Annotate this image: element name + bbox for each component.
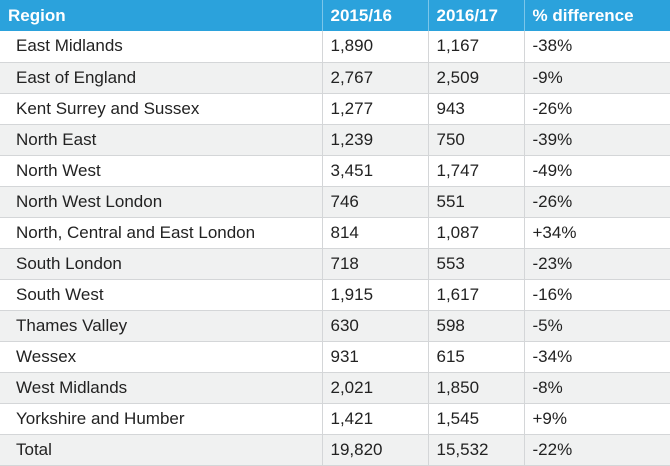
table-row: North, Central and East London 814 1,087 +3…: [0, 217, 670, 249]
cell-percent-difference: -34%: [523, 341, 670, 373]
cell-2016-17: 750: [427, 124, 524, 156]
cell-region: North East: [0, 124, 322, 156]
table-row: North West London 746 551 -26%: [0, 186, 670, 218]
cell-region: South West: [0, 279, 322, 311]
cell-percent-difference: -16%: [523, 279, 670, 311]
cell-2016-17: 1,850: [427, 372, 524, 404]
cell-2015-16: 19,820: [321, 434, 428, 466]
cell-percent-difference: +9%: [523, 403, 670, 435]
table-row: Yorkshire and Humber 1,421 1,545 +9%: [0, 403, 670, 435]
cell-2015-16: 2,021: [321, 372, 428, 404]
cell-region: East of England: [0, 62, 322, 94]
cell-2015-16: 1,890: [321, 31, 428, 63]
cell-2016-17: 553: [427, 248, 524, 280]
header-percent-difference: % difference: [523, 0, 670, 31]
cell-percent-difference: -26%: [523, 186, 670, 218]
table-row: North East 1,239 750 -39%: [0, 124, 670, 156]
table-row: East Midlands 1,890 1,167 -38%: [0, 31, 670, 63]
cell-percent-difference: -5%: [523, 310, 670, 342]
table-row-total: Total 19,820 15,532 -22%: [0, 434, 670, 466]
cell-region: Wessex: [0, 341, 322, 373]
header-2015-16: 2015/16: [321, 0, 428, 31]
cell-2015-16: 718: [321, 248, 428, 280]
cell-2015-16: 630: [321, 310, 428, 342]
table-row: Kent Surrey and Sussex 1,277 943 -26%: [0, 93, 670, 125]
cell-region: Kent Surrey and Sussex: [0, 93, 322, 125]
cell-2016-17: 2,509: [427, 62, 524, 94]
cell-2016-17: 1,087: [427, 217, 524, 249]
cell-region: South London: [0, 248, 322, 280]
cell-region: Yorkshire and Humber: [0, 403, 322, 435]
cell-2016-17: 598: [427, 310, 524, 342]
header-2016-17: 2016/17: [427, 0, 524, 31]
cell-2015-16: 931: [321, 341, 428, 373]
header-row: Region 2015/16 2016/17 % difference: [0, 0, 670, 31]
cell-percent-difference: -39%: [523, 124, 670, 156]
cell-region: Total: [0, 434, 322, 466]
cell-region: East Midlands: [0, 31, 322, 63]
table-row: South London 718 553 -23%: [0, 248, 670, 280]
cell-percent-difference: -8%: [523, 372, 670, 404]
cell-percent-difference: -49%: [523, 155, 670, 187]
cell-2016-17: 1,747: [427, 155, 524, 187]
cell-2015-16: 1,277: [321, 93, 428, 125]
cell-2016-17: 1,617: [427, 279, 524, 311]
cell-percent-difference: -22%: [523, 434, 670, 466]
header-region: Region: [8, 6, 66, 25]
cell-region: North West London: [0, 186, 322, 218]
cell-2015-16: 1,239: [321, 124, 428, 156]
cell-2015-16: 2,767: [321, 62, 428, 94]
cell-2016-17: 943: [427, 93, 524, 125]
table-header: Region 2015/16 2016/17 % difference: [0, 0, 670, 31]
cell-region: North West: [0, 155, 322, 187]
cell-2015-16: 1,915: [321, 279, 428, 311]
cell-2015-16: 3,451: [321, 155, 428, 187]
cell-percent-difference: +34%: [523, 217, 670, 249]
table-body: East Midlands 1,890 1,167 -38% East of Engla…: [0, 31, 670, 466]
cell-2015-16: 814: [321, 217, 428, 249]
cell-2016-17: 15,532: [427, 434, 524, 466]
table-row: Thames Valley 630 598 -5%: [0, 310, 670, 342]
cell-2016-17: 615: [427, 341, 524, 373]
table-row: South West 1,915 1,617 -16%: [0, 279, 670, 311]
cell-region: Thames Valley: [0, 310, 322, 342]
cell-region: North, Central and East London: [0, 217, 322, 249]
cell-percent-difference: -26%: [523, 93, 670, 125]
cell-percent-difference: -38%: [523, 31, 670, 63]
cell-percent-difference: -23%: [523, 248, 670, 280]
cell-2016-17: 1,167: [427, 31, 524, 63]
cell-region: West Midlands: [0, 372, 322, 404]
cell-percent-difference: -9%: [523, 62, 670, 94]
cell-2015-16: 1,421: [321, 403, 428, 435]
table-row: North West 3,451 1,747 -49%: [0, 155, 670, 187]
cell-2015-16: 746: [321, 186, 428, 218]
cell-2016-17: 1,545: [427, 403, 524, 435]
table-row: Wessex 931 615 -34%: [0, 341, 670, 373]
table-row: East of England 2,767 2,509 -9%: [0, 62, 670, 94]
cell-2016-17: 551: [427, 186, 524, 218]
table-row: West Midlands 2,021 1,850 -8%: [0, 372, 670, 404]
